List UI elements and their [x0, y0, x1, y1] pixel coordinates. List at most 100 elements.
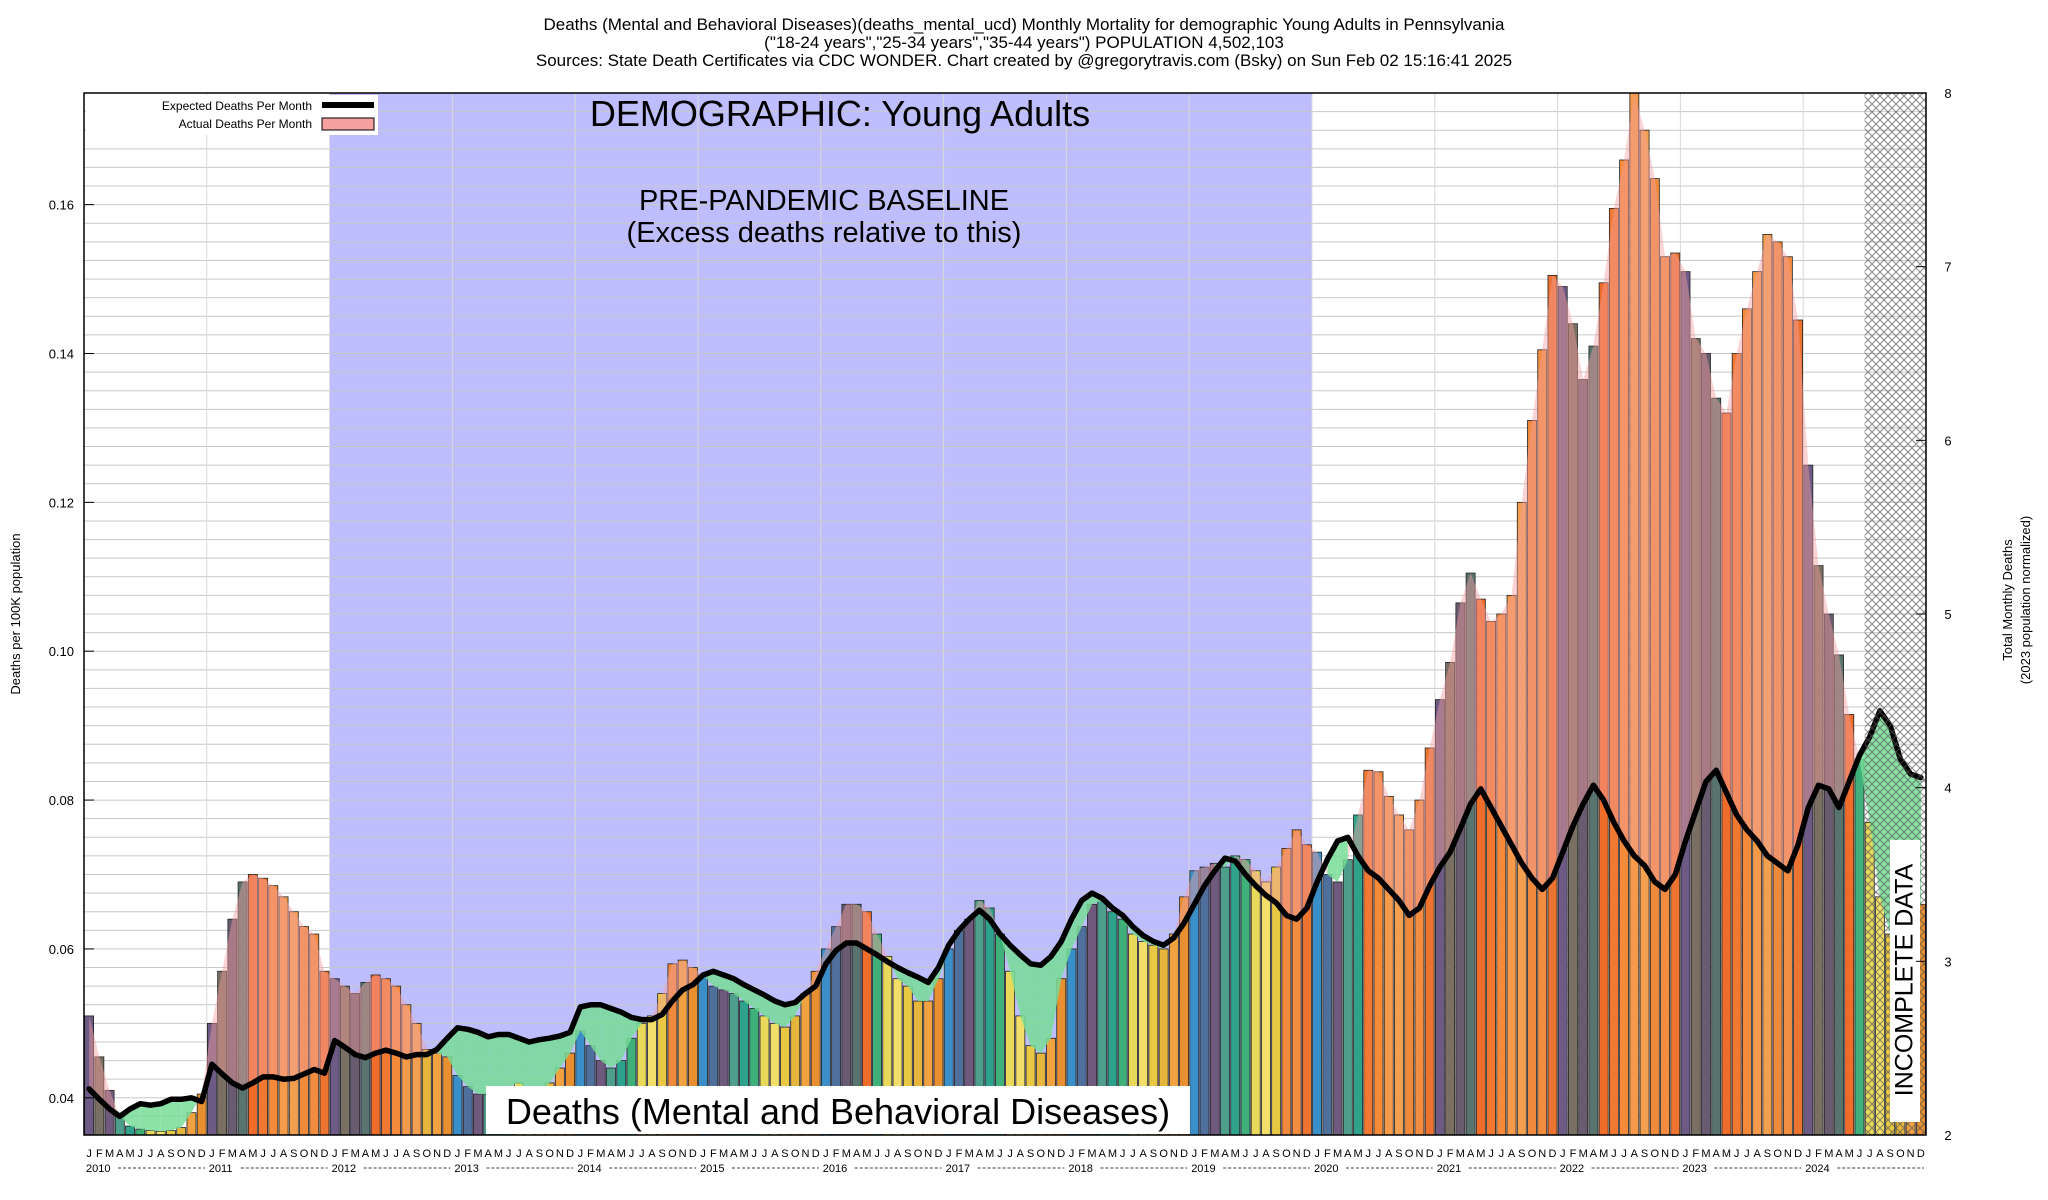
expected-deaths-line-group — [86, 708, 1924, 1120]
month-label: A — [157, 1148, 165, 1160]
excess-region — [375, 974, 386, 1054]
month-label: A — [116, 1148, 124, 1160]
excess-region — [1849, 714, 1860, 782]
month-label: O — [1405, 1148, 1414, 1160]
deficit-region — [170, 1099, 182, 1131]
month-label: M — [719, 1148, 728, 1160]
excess-region — [263, 878, 274, 1077]
month-label: D — [566, 1148, 574, 1160]
left-tick-label: 0.04 — [49, 1091, 74, 1106]
month-label: D — [1057, 1148, 1065, 1160]
deficit-region — [1040, 956, 1052, 1054]
year-label: 2010 — [86, 1163, 110, 1175]
excess-region — [1409, 800, 1420, 916]
month-label: J — [1192, 1148, 1198, 1160]
month-label: S — [1887, 1148, 1894, 1160]
excess-region — [1787, 256, 1799, 871]
excess-region — [1501, 595, 1512, 845]
legend-actual-swatch — [321, 117, 375, 131]
month-label: O — [914, 1148, 923, 1160]
month-label: O — [1773, 1148, 1782, 1160]
month-label: A — [894, 1148, 902, 1160]
actual-bar — [1240, 859, 1251, 1136]
month-label: A — [1467, 1148, 1475, 1160]
excess-region — [1695, 338, 1706, 812]
month-label: M — [1722, 1148, 1731, 1160]
month-label: J — [752, 1148, 758, 1160]
baseline-sublabel: (Excess deaths relative to this) — [627, 217, 1022, 249]
excess-region — [1654, 178, 1666, 890]
month-label: A — [771, 1148, 779, 1160]
excess-region — [1624, 93, 1635, 856]
excess-region — [99, 1056, 110, 1109]
deficit-region — [160, 1099, 171, 1132]
month-label: M — [842, 1148, 851, 1160]
month-label: J — [209, 1148, 215, 1160]
month-label: J — [455, 1148, 461, 1160]
month-label: F — [1570, 1148, 1577, 1160]
actual-bar — [1250, 870, 1261, 1136]
actual-bar — [1342, 859, 1353, 1136]
year-label: 2023 — [1682, 1163, 1706, 1175]
excess-region — [293, 911, 305, 1079]
month-label: N — [1170, 1148, 1178, 1160]
month-label: M — [1701, 1148, 1710, 1160]
deficit-region — [621, 1012, 632, 1061]
month-label: S — [1764, 1148, 1771, 1160]
left-tick-label: 0.16 — [49, 198, 74, 213]
month-label: N — [1047, 1148, 1055, 1160]
month-label: J — [1734, 1148, 1740, 1160]
month-label: D — [1917, 1148, 1925, 1160]
month-label: J — [1069, 1148, 1075, 1160]
excess-region — [1552, 275, 1563, 879]
month-label: D — [1180, 1148, 1188, 1160]
month-label: A — [485, 1148, 493, 1160]
month-label: J — [332, 1148, 338, 1160]
month-label: A — [1876, 1148, 1884, 1160]
expected-deaths-line — [86, 708, 1924, 1120]
left-tick-label: 0.12 — [49, 495, 74, 510]
month-label: A — [280, 1148, 288, 1160]
deficit-region — [611, 1008, 622, 1069]
month-label: J — [1560, 1148, 1566, 1160]
excess-region — [89, 1015, 100, 1100]
chart-title-block: Deaths (Mental and Behavioral Diseases)(… — [536, 15, 1512, 70]
month-label: O — [1037, 1148, 1046, 1160]
month-label: J — [1488, 1148, 1494, 1160]
year-label: 2017 — [946, 1163, 970, 1175]
demographic-label: DEMOGRAPHIC: Young Adults — [590, 93, 1090, 134]
month-label: A — [1017, 1148, 1025, 1160]
title-line-2: ("18-24 years","25-34 years","35-44 year… — [764, 33, 1284, 52]
excess-region — [1542, 275, 1553, 890]
actual-deaths-bars — [84, 92, 1926, 1136]
month-label: J — [138, 1148, 144, 1160]
baseline-label: PRE-PANDEMIC BASELINE — [639, 185, 1009, 217]
month-label: A — [239, 1148, 247, 1160]
month-label: O — [1896, 1148, 1905, 1160]
excess-region — [232, 881, 243, 1089]
month-label: A — [1099, 1148, 1107, 1160]
excess-region — [1306, 844, 1318, 908]
month-label: J — [823, 1148, 829, 1160]
month-label: F — [1815, 1148, 1822, 1160]
year-label: 2021 — [1437, 1163, 1461, 1175]
right-tick-label: 2 — [1944, 1128, 1951, 1143]
month-label: J — [260, 1148, 266, 1160]
month-label: M — [596, 1148, 605, 1160]
excess-region — [1716, 398, 1727, 793]
excess-region — [314, 934, 325, 1074]
left-tick-label: 0.08 — [49, 793, 74, 808]
deficit-region — [774, 1001, 785, 1028]
month-label: M — [125, 1148, 134, 1160]
month-label: J — [578, 1148, 584, 1160]
month-label: J — [874, 1148, 880, 1160]
month-label: M — [248, 1148, 257, 1160]
month-label: A — [1631, 1148, 1639, 1160]
month-label: D — [1549, 1148, 1557, 1160]
deficit-region — [457, 1027, 468, 1087]
actual-bar — [462, 1086, 473, 1136]
year-label: 2018 — [1068, 1163, 1092, 1175]
excess-region — [1511, 502, 1522, 864]
deficit-region — [1071, 900, 1082, 949]
actual-bar — [1199, 866, 1210, 1136]
